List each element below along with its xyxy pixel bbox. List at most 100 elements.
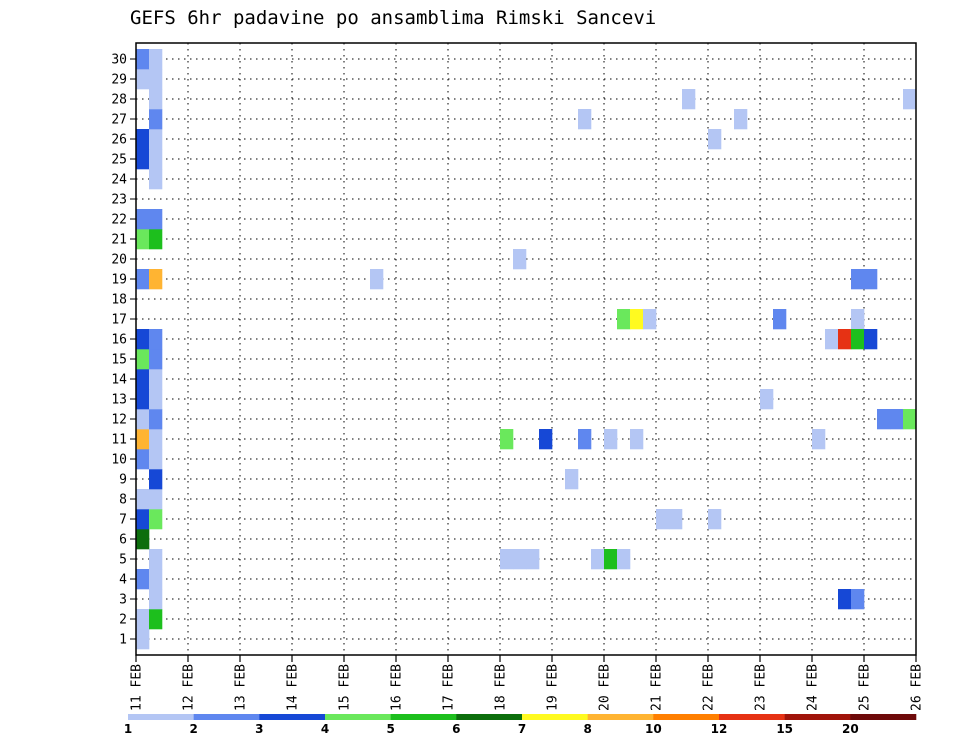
x-tick-label: 24 FEB — [806, 664, 821, 711]
heatmap-cell — [500, 429, 514, 450]
y-tick-label: 1 — [119, 633, 127, 648]
y-tick-label: 12 — [111, 413, 127, 428]
y-tick-label: 9 — [119, 473, 127, 488]
heatmap-cell — [682, 89, 696, 110]
heatmap-cell — [136, 569, 150, 590]
heatmap-cell — [149, 429, 163, 450]
heatmap-cell — [812, 429, 826, 450]
heatmap-cell — [864, 269, 878, 290]
heatmap-cell — [851, 309, 865, 330]
heatmap-cell — [136, 269, 150, 290]
heatmap-cell — [149, 349, 163, 370]
heatmap-cell — [149, 209, 163, 230]
heatmap-cell — [370, 269, 384, 290]
heatmap-cell — [669, 509, 683, 530]
colorbar-swatch — [522, 714, 588, 720]
y-tick-label: 29 — [111, 73, 127, 88]
heatmap-cell — [630, 309, 644, 330]
heatmap-cell — [773, 309, 787, 330]
x-tick-label: 11 FEB — [130, 664, 145, 711]
x-tick-label: 26 FEB — [910, 664, 925, 711]
heatmap-cell — [149, 509, 163, 530]
heatmap-cell — [656, 509, 670, 530]
heatmap-cell — [136, 449, 150, 470]
heatmap-cell — [136, 149, 150, 170]
heatmap-cell — [851, 269, 865, 290]
colorbar-swatch — [456, 714, 523, 720]
heatmap-cell — [617, 549, 631, 570]
heatmap-cell — [630, 429, 644, 450]
colorbar-swatch — [259, 714, 326, 720]
heatmap-cells — [136, 49, 917, 650]
y-tick-label: 27 — [111, 113, 127, 128]
y-tick-label: 2 — [119, 613, 127, 628]
heatmap-cell — [149, 229, 163, 250]
heatmap-cell — [136, 229, 150, 250]
heatmap-cell — [149, 169, 163, 190]
heatmap-cell — [136, 209, 150, 230]
heatmap-cell — [136, 509, 150, 530]
x-tick-label: 17 FEB — [442, 664, 457, 711]
heatmap-cell — [149, 389, 163, 410]
heatmap-cell — [851, 329, 865, 350]
heatmap-cell — [149, 469, 163, 490]
y-tick-label: 30 — [111, 53, 127, 68]
y-tick-label: 5 — [119, 553, 127, 568]
heatmap-cell — [136, 69, 150, 90]
heatmap-cell — [149, 449, 163, 470]
colorbar-label: 15 — [776, 722, 793, 736]
heatmap-cell — [565, 469, 579, 490]
x-axis: 11 FEB 12 FEB 13 FEB 14 FEB 15 FEB 16 FEB 17 F… — [130, 655, 925, 711]
heatmap-cell — [591, 549, 605, 570]
heatmap-cell — [149, 89, 163, 110]
y-tick-label: 3 — [119, 593, 127, 608]
y-tick-label: 19 — [111, 273, 127, 288]
x-tick-label: 25 FEB — [858, 664, 873, 711]
colorbar-label: 12 — [711, 722, 728, 736]
heatmap-cell — [500, 549, 514, 570]
y-tick-label: 24 — [111, 173, 127, 188]
heatmap-cell — [136, 349, 150, 370]
heatmap-cell — [903, 409, 917, 430]
heatmap-cell — [617, 309, 631, 330]
x-tick-label: 22 FEB — [702, 664, 717, 711]
colorbar-swatch — [390, 714, 457, 720]
heatmap-cell — [136, 429, 150, 450]
plot-frame — [135, 42, 917, 656]
heatmap-cell — [149, 49, 163, 70]
y-tick-label: 22 — [111, 213, 127, 228]
y-tick-label: 13 — [111, 393, 127, 408]
heatmap-cell — [136, 389, 150, 410]
y-tick-label: 26 — [111, 133, 127, 148]
colorbar-label: 5 — [386, 722, 394, 736]
heatmap-cell — [149, 589, 163, 610]
heatmap-cell — [643, 309, 657, 330]
x-tick-label: 13 FEB — [234, 664, 249, 711]
heatmap-cell — [734, 109, 748, 130]
colorbar-swatch — [719, 714, 785, 720]
heatmap-cell — [864, 329, 878, 350]
x-tick-label: 16 FEB — [390, 664, 405, 711]
heatmap-cell — [838, 589, 852, 610]
colorbar-swatch — [850, 714, 917, 720]
heatmap-cell — [877, 409, 891, 430]
heatmap-cell — [149, 129, 163, 150]
heatmap-cell — [604, 549, 618, 570]
heatmap-cell — [136, 609, 150, 630]
heatmap-cell — [890, 409, 904, 430]
colorbar: 1 2 3 4 5 6 7 8 10 12 15 20 — [124, 714, 917, 736]
heatmap-cell — [825, 329, 839, 350]
heatmap-cell — [136, 409, 150, 430]
y-tick-label: 17 — [111, 313, 127, 328]
y-tick-label: 14 — [111, 373, 127, 388]
heatmap-cell — [578, 109, 592, 130]
heatmap-cell — [604, 429, 618, 450]
heatmap-cell — [513, 249, 527, 270]
y-tick-label: 7 — [119, 513, 127, 528]
heatmap-cell — [149, 369, 163, 390]
colorbar-label: 6 — [452, 722, 460, 736]
x-tick-label: 21 FEB — [650, 664, 665, 711]
x-tick-label: 14 FEB — [286, 664, 301, 711]
heatmap-cell — [903, 89, 917, 110]
